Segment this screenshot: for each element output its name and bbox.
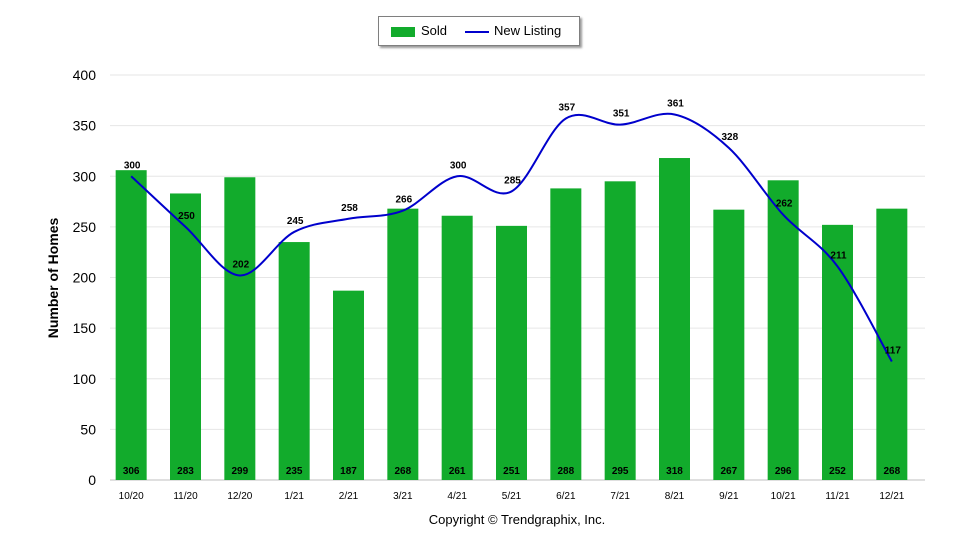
bar-value-label: 288 <box>557 466 574 477</box>
line-value-label: 300 <box>450 160 467 171</box>
x-tick-label: 4/21 <box>447 491 467 502</box>
legend-label-new-listing: New Listing <box>494 23 562 38</box>
line-value-label: 245 <box>287 216 304 227</box>
bar-value-label: 318 <box>666 466 683 477</box>
line-value-label: 351 <box>613 109 630 120</box>
y-axis-ticks: 0 50 100 150 200 250 300 350 400 <box>73 67 97 488</box>
x-tick-label: 10/21 <box>771 491 796 502</box>
bar-value-label: 283 <box>177 466 194 477</box>
x-tick-label: 3/21 <box>393 491 413 502</box>
line-value-label: 357 <box>558 103 575 114</box>
bar-value-label: 235 <box>286 466 303 477</box>
bar-sold <box>659 158 690 480</box>
y-tick-label: 150 <box>73 320 97 336</box>
y-axis-title: Number of Homes <box>45 217 61 339</box>
bar-sold <box>441 215 473 481</box>
legend-swatch-new-listing <box>465 31 489 33</box>
bar-series-sold: 306 283 299 235 187 268 261 251 288 295 318 267 296 2… <box>115 158 908 481</box>
bar-sold <box>822 224 853 480</box>
bar-sold <box>170 193 201 480</box>
bar-value-label: 306 <box>123 466 140 477</box>
legend: Sold New Listing <box>378 16 580 46</box>
line-value-label: 266 <box>395 195 412 206</box>
line-value-label: 328 <box>721 132 738 143</box>
bar-value-label: 251 <box>503 466 520 477</box>
x-tick-label: 1/21 <box>284 491 304 502</box>
x-tick-label: 10/20 <box>119 491 144 502</box>
y-tick-label: 400 <box>73 67 97 83</box>
bar-sold <box>224 177 256 480</box>
x-tick-label: 9/21 <box>719 491 739 502</box>
y-tick-label: 0 <box>88 472 96 488</box>
legend-swatch-sold <box>391 27 415 37</box>
x-tick-label: 12/20 <box>227 491 252 502</box>
line-value-label: 262 <box>776 199 793 210</box>
y-tick-label: 200 <box>73 270 97 286</box>
line-value-label: 285 <box>504 175 521 186</box>
bar-value-label: 268 <box>394 466 411 477</box>
y-tick-label: 350 <box>73 118 97 134</box>
bar-sold <box>876 208 908 480</box>
bar-sold <box>333 290 364 480</box>
bar-sold <box>387 208 419 480</box>
bar-value-label: 296 <box>775 466 792 477</box>
bar-sold <box>767 180 799 481</box>
line-value-label: 211 <box>830 250 847 261</box>
x-tick-label: 11/21 <box>825 491 850 502</box>
x-tick-label: 8/21 <box>665 491 685 502</box>
bar-sold <box>278 242 310 480</box>
bar-value-label: 261 <box>449 466 466 477</box>
line-value-label: 361 <box>667 98 684 109</box>
x-tick-label: 7/21 <box>610 491 630 502</box>
legend-label-sold: Sold <box>421 23 448 38</box>
y-tick-label: 250 <box>73 219 97 235</box>
x-axis-ticks: 10/20 11/20 12/20 1/21 2/21 3/21 4/21 5/21 6/21 7… <box>119 491 905 502</box>
x-tick-label: 5/21 <box>502 491 522 502</box>
bar-sold <box>604 181 636 480</box>
line-value-label: 300 <box>124 160 141 171</box>
bar-value-label: 299 <box>231 466 248 477</box>
new-listing-line <box>130 112 893 363</box>
bar-value-label: 267 <box>720 466 737 477</box>
line-value-label: 117 <box>885 346 902 357</box>
bar-value-label: 268 <box>883 466 900 477</box>
y-tick-label: 50 <box>80 421 96 437</box>
x-tick-label: 2/21 <box>339 491 359 502</box>
x-tick-label: 11/20 <box>173 491 198 502</box>
line-series-new-listing: 300 250 202 245 258 266 300 285 357 351 361 328 262 2… <box>124 98 902 363</box>
bar-value-label: 252 <box>829 466 846 477</box>
line-value-label: 250 <box>178 211 195 222</box>
x-tick-label: 6/21 <box>556 491 576 502</box>
bar-sold <box>496 225 527 480</box>
line-value-label: 258 <box>341 203 358 214</box>
bar-sold <box>550 188 582 480</box>
copyright: Copyright © Trendgraphix, Inc. <box>428 512 606 527</box>
y-tick-label: 100 <box>73 371 97 387</box>
bar-value-label: 295 <box>612 466 629 477</box>
bar-sold <box>115 170 147 481</box>
line-value-label: 202 <box>232 259 249 270</box>
y-tick-label: 300 <box>73 168 97 184</box>
x-tick-label: 12/21 <box>879 491 904 502</box>
bar-value-label: 187 <box>340 466 357 477</box>
bar-sold <box>713 209 745 480</box>
